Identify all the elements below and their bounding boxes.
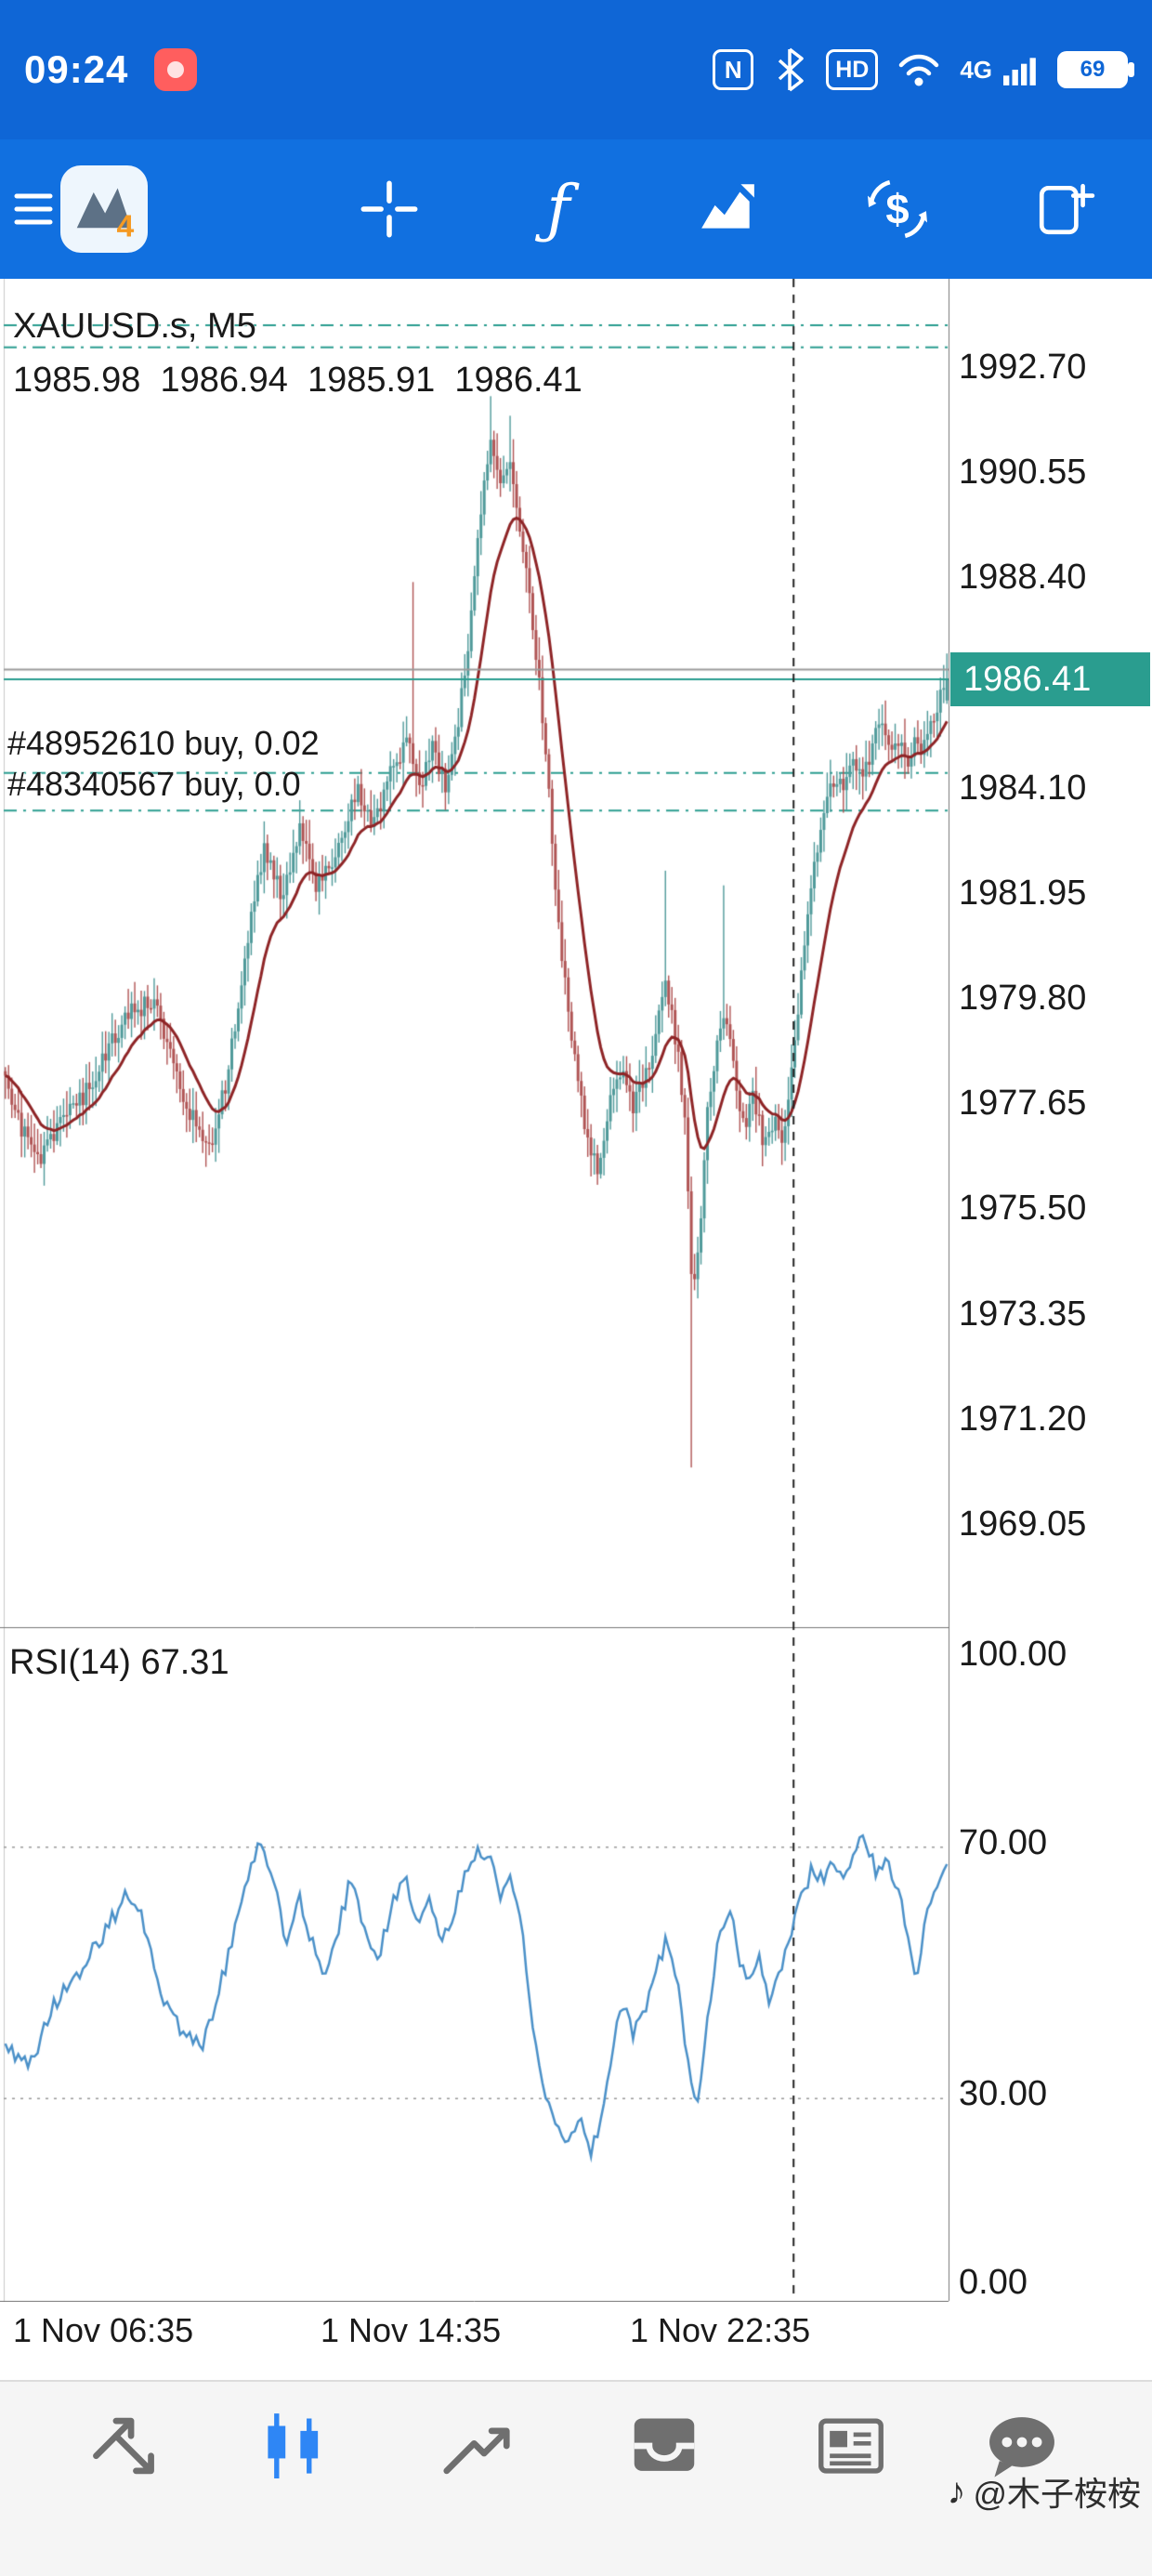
toolbar: 4 ƒ $ (0, 139, 1152, 279)
price-axis-label: 1969.05 (959, 1504, 1087, 1544)
new-order-button[interactable] (1009, 139, 1120, 279)
time-axis-label: 1 Nov 22:35 (630, 2311, 811, 2349)
price-axis-label: 1981.95 (959, 873, 1087, 913)
rsi-axis-label: 30.00 (959, 2074, 1048, 2114)
rsi-axis-label: 100.00 (959, 1635, 1067, 1674)
signal-bars-icon (1003, 58, 1036, 85)
price-axis-label: 1988.40 (959, 558, 1087, 598)
rsi-axis-label: 0.00 (959, 2263, 1028, 2302)
svg-text:$: $ (885, 185, 909, 232)
objects-button[interactable] (673, 139, 784, 279)
price-chart[interactable] (0, 279, 1152, 2302)
tab-trade[interactable] (437, 2406, 517, 2486)
indicators-button[interactable]: ƒ (503, 139, 614, 279)
price-axis-label: 1979.80 (959, 979, 1087, 1019)
price-axis-label: 1984.10 (959, 768, 1087, 808)
price-axis-label: 1977.65 (959, 1084, 1087, 1124)
crosshair-button[interactable] (334, 139, 445, 279)
symbol-timeframe-label: XAUUSD.s, M5 (13, 307, 256, 346)
app-logo-button[interactable]: 4 (48, 139, 160, 279)
position-label: #48340567 buy, 0.0 (7, 765, 301, 803)
time-axis-label: 1 Nov 06:35 (13, 2311, 194, 2349)
watermark: ♪ @木子桉桉 (947, 2467, 1141, 2516)
menu-button[interactable] (0, 139, 89, 279)
tray-icon (634, 2418, 695, 2471)
rsi-axis-label: 70.00 (959, 1822, 1048, 1862)
trading-button[interactable]: $ (842, 139, 953, 279)
price-axis-label: 1975.50 (959, 1189, 1087, 1229)
position-label: #48952610 buy, 0.02 (7, 724, 320, 762)
objects-icon (701, 184, 754, 229)
tab-charts[interactable] (259, 2406, 339, 2486)
status-bar: 09:24 N HD 4G 69 (0, 0, 1152, 139)
quotes-arrows-icon (93, 2417, 154, 2475)
current-price-badge: 1986.41 (950, 652, 1150, 706)
trend-line-icon (443, 2427, 510, 2475)
clock: 09:24 (24, 47, 129, 91)
music-note-icon: ♪ (947, 2470, 966, 2512)
svg-text:4: 4 (117, 208, 135, 243)
rsi-indicator-label: RSI(14) 67.31 (9, 1643, 229, 1682)
tab-history[interactable] (624, 2406, 704, 2486)
candlestick-chart-icon (268, 2413, 319, 2478)
nfc-icon: N (713, 49, 754, 90)
bluetooth-icon (779, 47, 804, 92)
battery-icon: 69 (1057, 51, 1134, 88)
dollar-cycle-icon: $ (868, 179, 927, 239)
tab-quotes[interactable] (84, 2406, 164, 2486)
chat-bubble-icon (989, 2417, 1054, 2477)
price-axis-label: 1990.55 (959, 453, 1087, 493)
crosshair-icon (360, 180, 418, 238)
price-axis-label: 1971.20 (959, 1399, 1087, 1439)
bottom-nav (0, 2380, 1152, 2576)
mt4-logo-icon: 4 (60, 165, 148, 253)
hd-icon: HD (826, 49, 879, 90)
watermark-text: @木子桉桉 (973, 2475, 1141, 2513)
ohlc-values-label: 1985.98 1986.94 1985.91 1986.41 (13, 361, 583, 400)
price-axis-label: 1973.35 (959, 1294, 1087, 1334)
network-type-label: 4G (960, 55, 992, 84)
hamburger-icon (14, 193, 53, 225)
new-chart-icon (1039, 183, 1095, 235)
newspaper-icon (818, 2418, 884, 2474)
tab-news[interactable] (811, 2406, 891, 2486)
wifi-icon (899, 54, 939, 86)
function-icon: ƒ (546, 172, 570, 246)
time-axis-label: 1 Nov 14:35 (321, 2311, 502, 2349)
price-axis-label: 1992.70 (959, 348, 1087, 387)
tab-messages[interactable] (982, 2406, 1062, 2486)
recorder-icon (154, 48, 198, 91)
